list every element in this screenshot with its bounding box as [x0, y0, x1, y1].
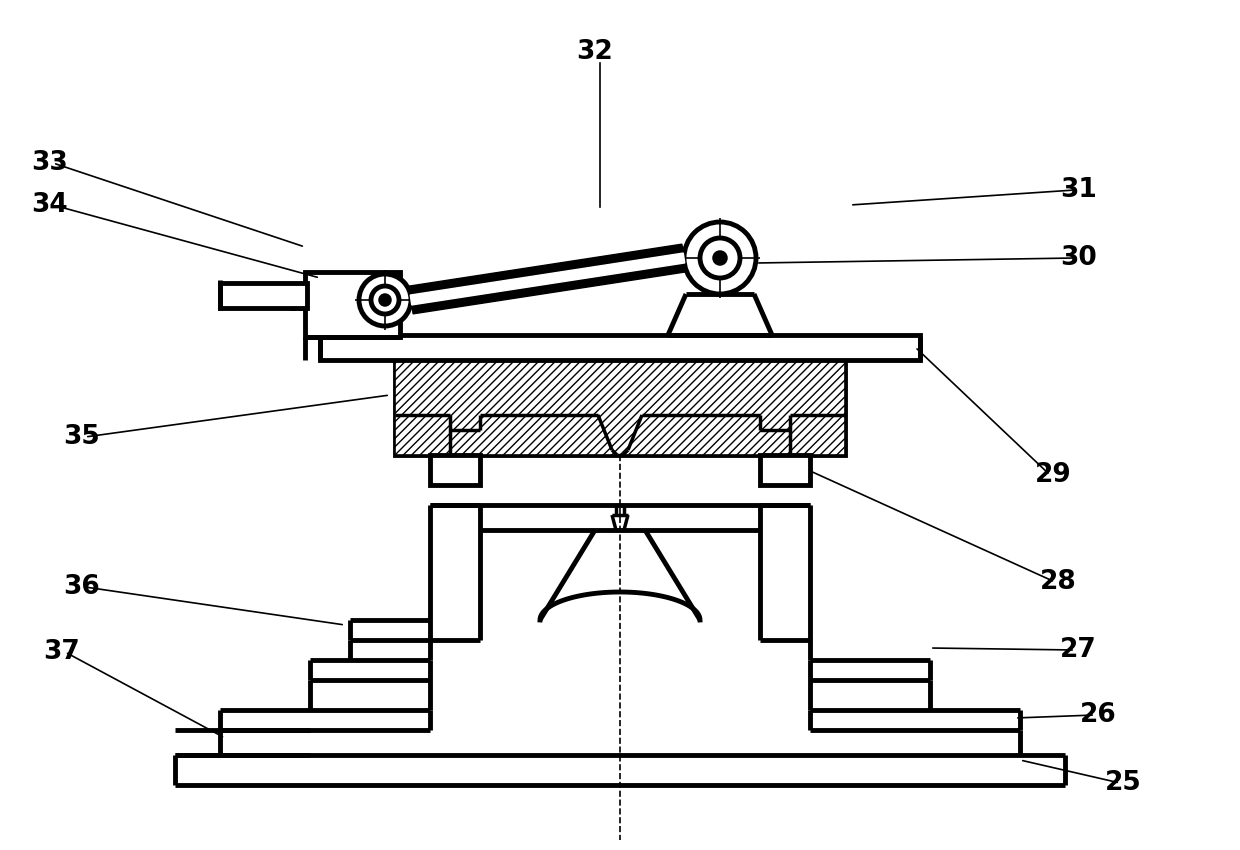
- Bar: [760, 455, 810, 485]
- Text: 29: 29: [1035, 462, 1071, 488]
- Text: 37: 37: [43, 639, 81, 665]
- Bar: [305, 272, 401, 337]
- Text: 35: 35: [63, 424, 100, 450]
- Bar: [219, 283, 308, 308]
- Text: 34: 34: [31, 192, 68, 218]
- Bar: [320, 335, 920, 360]
- Text: 31: 31: [1060, 177, 1097, 203]
- Bar: [396, 360, 844, 455]
- Text: 28: 28: [1040, 569, 1076, 595]
- Polygon shape: [409, 244, 686, 314]
- Bar: [396, 360, 844, 455]
- Circle shape: [714, 252, 725, 264]
- Circle shape: [371, 286, 399, 314]
- Text: 25: 25: [1105, 770, 1142, 796]
- Circle shape: [684, 222, 756, 294]
- Text: 30: 30: [1060, 245, 1096, 271]
- Text: 33: 33: [31, 150, 68, 176]
- Circle shape: [360, 274, 410, 326]
- Polygon shape: [410, 253, 684, 305]
- Bar: [430, 455, 480, 485]
- Text: 32: 32: [577, 39, 614, 65]
- Circle shape: [701, 238, 740, 278]
- Circle shape: [379, 295, 391, 305]
- Text: 36: 36: [63, 574, 100, 600]
- Text: 26: 26: [1080, 702, 1117, 728]
- Text: 27: 27: [1060, 637, 1096, 663]
